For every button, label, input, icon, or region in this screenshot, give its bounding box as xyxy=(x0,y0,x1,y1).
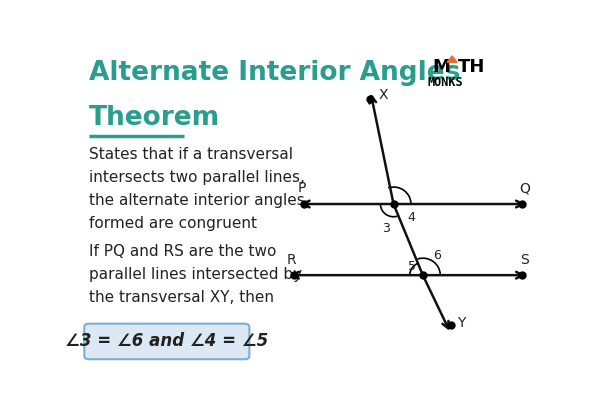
Text: States that if a transversal
intersects two parallel lines,
the alternate interi: States that if a transversal intersects … xyxy=(89,147,305,231)
Text: Q: Q xyxy=(519,181,530,195)
Text: Y: Y xyxy=(457,316,465,330)
Text: TH: TH xyxy=(458,58,485,76)
Text: 4: 4 xyxy=(407,211,415,224)
Text: ∠3 = ∠6 and ∠4 = ∠5: ∠3 = ∠6 and ∠4 = ∠5 xyxy=(65,333,268,350)
Text: Theorem: Theorem xyxy=(89,105,220,131)
Text: X: X xyxy=(379,88,388,102)
Polygon shape xyxy=(447,56,457,62)
Text: 3: 3 xyxy=(382,222,390,235)
Text: M: M xyxy=(432,58,450,76)
Text: P: P xyxy=(298,181,306,195)
Text: S: S xyxy=(520,253,529,267)
Text: MONKS: MONKS xyxy=(427,76,463,89)
Text: 6: 6 xyxy=(433,249,441,262)
FancyBboxPatch shape xyxy=(84,324,250,359)
Text: Alternate Interior Angles: Alternate Interior Angles xyxy=(89,60,460,86)
Text: 5: 5 xyxy=(408,260,416,273)
Text: If PQ and RS are the two
parallel lines intersected by
the transversal XY, then: If PQ and RS are the two parallel lines … xyxy=(89,244,302,305)
Text: R: R xyxy=(286,253,296,267)
